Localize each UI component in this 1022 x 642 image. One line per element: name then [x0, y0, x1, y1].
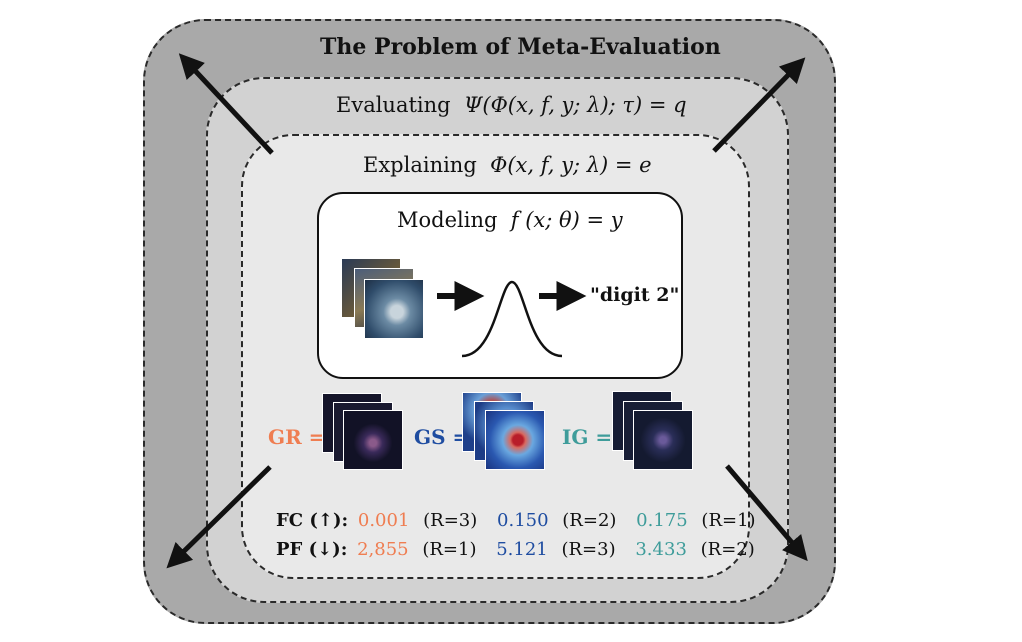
expand-arrow-icon — [712, 57, 806, 153]
metric-rank: (R=1) — [422, 539, 477, 560]
expand-arrow-icon — [166, 465, 272, 569]
metric-value: 0.150 — [497, 510, 549, 531]
metric-value: 2,855 — [357, 539, 409, 560]
page-title: The Problem of Meta-Evaluation — [320, 34, 721, 60]
explaining-formula: Φ(x, f, y; λ) = e — [490, 153, 652, 177]
ig-label: IG = — [562, 425, 613, 449]
bell-curve-icon — [461, 280, 563, 358]
explaining-label: Explaining — [363, 153, 477, 177]
metric-value: 3.433 — [635, 539, 687, 560]
metric-rank: (R=3) — [423, 510, 478, 531]
model-output: "digit 2" — [590, 284, 680, 306]
explaining-heading: Explaining Φ(x, f, y; λ) = e — [363, 153, 652, 177]
metric-row-pf: PF (↓): 2,855 (R=1) 5.121 (R=3) 3.433 (R… — [276, 539, 755, 560]
metric-value: 5.121 — [496, 539, 548, 560]
metric-rank: (R=3) — [561, 539, 616, 560]
modeling-formula: f (x; θ) = y — [510, 208, 623, 232]
metric-value: 0.175 — [636, 510, 688, 531]
gr-label: GR = — [268, 425, 326, 449]
metric-rank: (R=2) — [562, 510, 617, 531]
metric-rank: (R=1) — [701, 510, 756, 531]
gs-label: GS = — [414, 425, 470, 449]
metric-label: FC (↑): — [276, 510, 349, 531]
modeling-label: Modeling — [397, 208, 498, 232]
metric-rank: (R=2) — [700, 539, 755, 560]
metric-value: 0.001 — [357, 510, 410, 531]
modeling-heading: Modeling f (x; θ) = y — [397, 208, 623, 232]
expand-arrow-icon — [725, 464, 808, 562]
metric-label: PF (↓): — [276, 539, 348, 560]
metric-row-fc: FC (↑): 0.001 (R=3) 0.150 (R=2) 0.175 (R… — [276, 510, 756, 531]
evaluating-label: Evaluating — [336, 93, 451, 117]
expand-arrow-icon — [178, 53, 274, 155]
evaluating-heading: Evaluating Ψ(Φ(x, f, y; λ); τ) = q — [336, 93, 687, 117]
evaluating-formula: Ψ(Φ(x, f, y; λ); τ) = q — [463, 93, 687, 117]
